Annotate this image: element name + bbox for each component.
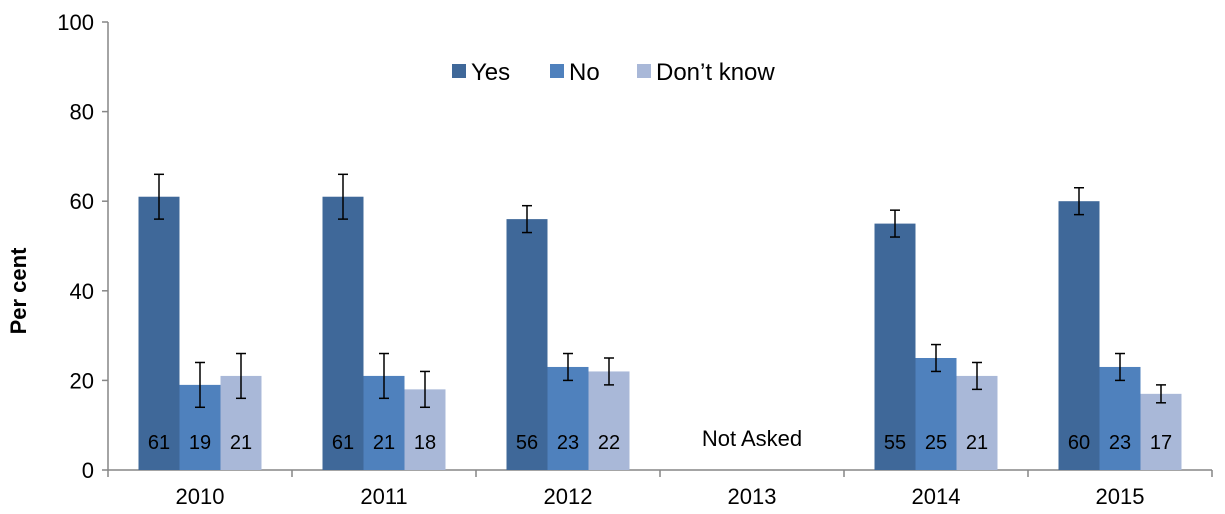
bar-yes-2011 [322,196,364,470]
bars [138,196,1182,470]
bar-yes-2014 [874,223,916,470]
legend: Yes No Don’t know [452,59,775,86]
y-tick-label: 100 [57,10,94,35]
legend-swatch-yes [452,64,466,78]
annotation-not-asked: Not Asked [702,426,802,451]
legend-swatch-don-t-know [637,64,651,78]
bar-don-t-know-2014 [956,375,998,470]
x-tick-label: 2012 [544,484,593,509]
data-label: 23 [557,432,579,454]
bar-yes-2012 [506,219,548,470]
axes: 0 20 40 60 80 100 2010 2011 2012 2013 2014 2015 [57,10,1213,509]
error-bars [154,173,1166,409]
data-labels: 61 19 21 61 21 18 56 23 22 55 25 21 60 23 17 Not Asked [148,426,1172,454]
y-tick-label: 20 [70,368,94,393]
y-tick-label: 80 [70,100,94,125]
data-label: 18 [414,432,436,454]
legend-label: No [569,59,600,86]
data-label: 21 [230,432,252,454]
data-label: 17 [1150,432,1172,454]
legend-label: Don’t know [656,59,775,86]
bar-yes-2010 [138,196,180,470]
data-label: 60 [1068,432,1090,454]
data-label: 25 [925,432,947,454]
data-label: 61 [332,432,354,454]
data-label: 21 [966,432,988,454]
data-label: 19 [189,432,211,454]
data-label: 55 [884,432,906,454]
data-label: 61 [148,432,170,454]
data-label: 56 [516,432,538,454]
y-tick-label: 40 [70,279,94,304]
bar-don-t-know-2012 [588,371,630,470]
bar-yes-2015 [1058,201,1100,470]
x-tick-label: 2014 [912,484,961,509]
bar-don-t-know-2015 [1140,393,1182,470]
bar-no-2014 [915,358,957,470]
x-tick-label: 2010 [176,484,225,509]
legend-label: Yes [471,59,510,86]
x-tick-label: 2015 [1096,484,1145,509]
y-axis-title: Per cent [6,247,31,334]
data-label: 23 [1109,432,1131,454]
legend-swatch-no [550,64,564,78]
bar-no-2012 [547,366,589,470]
y-tick-label: 0 [82,458,94,483]
y-tick-label: 60 [70,189,94,214]
x-tick-label: 2013 [728,484,777,509]
data-label: 21 [373,432,395,454]
x-tick-label: 2011 [360,484,407,509]
data-label: 22 [598,432,620,454]
bar-no-2015 [1099,366,1141,470]
